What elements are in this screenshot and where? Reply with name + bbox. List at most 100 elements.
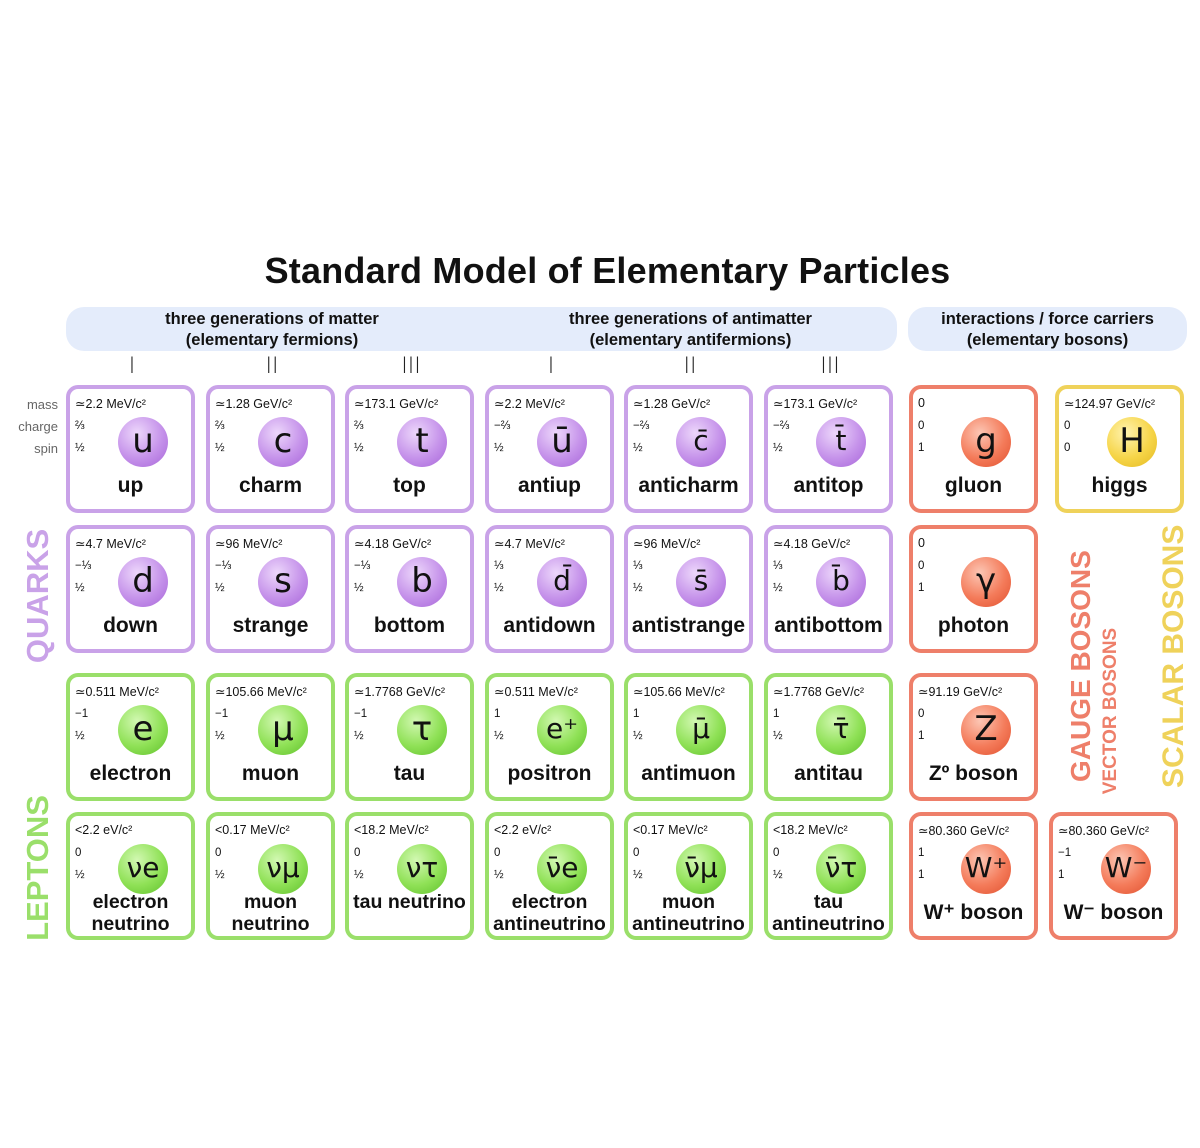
particle-symbol: ν̄τ — [816, 844, 866, 894]
particle-card-muon-antineutrino: <0.17 MeV/c² 0 ½ ν̄μ muon antineutrino — [624, 812, 753, 940]
matter-header-line2: (elementary fermions) — [185, 331, 359, 349]
particle-symbol: νμ — [258, 844, 308, 894]
particle-spin: ½ — [75, 442, 85, 454]
particle-charge: −⅔ — [773, 420, 790, 432]
particle-card-gluon: 0 0 1 g gluon — [909, 385, 1038, 513]
particle-charge: −1 — [1058, 847, 1072, 859]
antimatter-header-line1: three generations of antimatter — [569, 310, 812, 328]
particle-charge: 1 — [773, 708, 780, 720]
particle-name: muon antineutrino — [632, 891, 745, 935]
particle-symbol: s̄ — [676, 557, 726, 607]
particle-symbol: t̄ — [816, 417, 866, 467]
particle-name: antitop — [793, 474, 864, 497]
bosons-header-line2: (elementary bosons) — [966, 331, 1129, 349]
particle-card-muon-neutrino: <0.17 MeV/c² 0 ½ νμ muon neutrino — [206, 812, 335, 940]
particle-mass: ≃4.18 GeV/c² — [773, 537, 851, 551]
particle-symbol: τ — [397, 705, 447, 755]
particle-mass: ≃2.2 MeV/c² — [75, 397, 146, 411]
particle-name: muon — [241, 762, 300, 785]
particle-symbol: b — [397, 557, 447, 607]
particle-mass: ≃2.2 MeV/c² — [494, 397, 565, 411]
particle-symbol: τ̄ — [816, 705, 866, 755]
particle-spin: ½ — [75, 869, 85, 881]
particle-symbol: Z — [961, 705, 1011, 755]
matter-header-line1: three generations of matter — [165, 310, 379, 328]
particle-charge: 0 — [75, 847, 82, 859]
particle-symbol: ν̄e — [537, 844, 587, 894]
particle-charge: 0 — [918, 420, 925, 432]
particle-symbol: ντ — [397, 844, 447, 894]
particle-name: bottom — [373, 614, 446, 637]
particle-spin: ½ — [633, 582, 643, 594]
particle-symbol: νe — [118, 844, 168, 894]
particle-charge: ⅓ — [494, 560, 504, 572]
particle-mass: ≃96 MeV/c² — [633, 537, 701, 551]
particle-mass: ≃4.18 GeV/c² — [354, 537, 432, 551]
particle-card-antistrange: ≃96 MeV/c² ⅓ ½ s̄ antistrange — [624, 525, 753, 653]
particle-name: anticharm — [638, 474, 739, 497]
quarks-label: QUARKS — [20, 528, 55, 664]
particle-symbol: W⁺ — [961, 844, 1011, 894]
particle-name: antistrange — [631, 614, 746, 637]
particle-spin: ½ — [215, 730, 225, 742]
particle-charge: 0 — [773, 847, 780, 859]
particle-charge: 0 — [1064, 420, 1071, 432]
particle-mass: <2.2 eV/c² — [75, 823, 133, 837]
particle-spin: ½ — [215, 442, 225, 454]
particle-card-anticharm: ≃1.28 GeV/c² −⅔ ½ c̄ anticharm — [624, 385, 753, 513]
particle-name: higgs — [1091, 474, 1148, 497]
particle-mass: ≃4.7 MeV/c² — [494, 537, 565, 551]
particle-spin: ½ — [354, 730, 364, 742]
particle-name: up — [117, 474, 144, 497]
particle-spin: ½ — [75, 730, 85, 742]
particle-spin: 1 — [918, 730, 925, 742]
generation-label: I — [547, 354, 555, 379]
particle-charge: ⅓ — [773, 560, 783, 572]
gauge-bosons-label: GAUGE BOSONS — [1065, 550, 1096, 782]
particle-mass: ≃1.28 GeV/c² — [215, 397, 293, 411]
scalar-bosons-label: SCALAR BOSONS — [1157, 524, 1190, 788]
particle-mass: 0 — [918, 536, 925, 550]
particle-charge: −⅓ — [354, 560, 371, 572]
particle-card-w-boson: ≃80.360 GeV/c² −1 1 W⁻ W⁻ boson — [1049, 812, 1178, 940]
particle-spin: ½ — [633, 869, 643, 881]
particle-spin: ½ — [75, 582, 85, 594]
generation-label: III — [401, 354, 421, 379]
particle-charge: 1 — [918, 847, 925, 859]
particle-mass: ≃1.7768 GeV/c² — [773, 685, 865, 699]
particle-symbol: W⁻ — [1101, 844, 1151, 894]
particle-charge: −⅓ — [215, 560, 232, 572]
particle-symbol: b̄ — [816, 557, 866, 607]
particle-mass: ≃80.360 GeV/c² — [918, 824, 1010, 838]
particle-spin: ½ — [215, 869, 225, 881]
particle-mass: ≃96 MeV/c² — [215, 537, 283, 551]
particle-name: tau neutrino — [353, 891, 466, 913]
particle-symbol: H — [1107, 417, 1157, 467]
particle-mass: <0.17 MeV/c² — [633, 823, 708, 837]
particle-charge: 1 — [494, 708, 501, 720]
particle-spin: ½ — [494, 869, 504, 881]
particle-spin: 0 — [1064, 442, 1071, 454]
particle-card-tau-neutrino: <18.2 MeV/c² 0 ½ ντ tau neutrino — [345, 812, 474, 940]
particle-card-down: ≃4.7 MeV/c² −⅓ ½ d down — [66, 525, 195, 653]
particle-spin: 1 — [918, 869, 925, 881]
particle-name: antibottom — [774, 614, 883, 637]
particle-mass: <2.2 eV/c² — [494, 823, 552, 837]
particle-charge: 0 — [215, 847, 222, 859]
particle-spin: ½ — [354, 582, 364, 594]
particle-spin: ½ — [633, 442, 643, 454]
particle-card-strange: ≃96 MeV/c² −⅓ ½ s strange — [206, 525, 335, 653]
particle-symbol: e — [118, 705, 168, 755]
particle-mass: ≃0.511 MeV/c² — [75, 685, 159, 699]
particle-card-tau: ≃1.7768 GeV/c² −1 ½ τ tau — [345, 673, 474, 801]
particle-symbol: μ — [258, 705, 308, 755]
particle-mass: <0.17 MeV/c² — [215, 823, 290, 837]
particle-charge: −⅔ — [494, 420, 511, 432]
particle-spin: 1 — [918, 442, 925, 454]
particle-symbol: d̄ — [537, 557, 587, 607]
particle-mass: <18.2 MeV/c² — [354, 823, 429, 837]
antimatter-header-line2: (elementary antifermions) — [589, 331, 792, 349]
particle-charge: −1 — [215, 708, 229, 720]
particle-card-antiup: ≃2.2 MeV/c² −⅔ ½ ū antiup — [485, 385, 614, 513]
particle-card-antidown: ≃4.7 MeV/c² ⅓ ½ d̄ antidown — [485, 525, 614, 653]
